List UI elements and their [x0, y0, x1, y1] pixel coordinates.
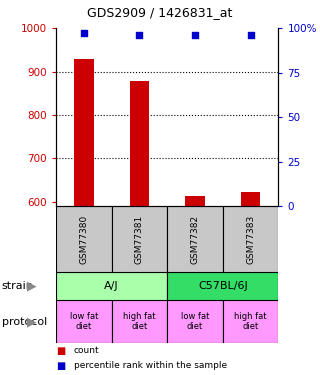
Text: count: count [74, 346, 99, 355]
Bar [167, 206, 223, 272]
Point [248, 32, 253, 38]
Text: strain: strain [2, 281, 34, 291]
Text: ■: ■ [56, 346, 65, 355]
Text: high fat
diet: high fat diet [123, 312, 156, 331]
Bar [241, 192, 260, 206]
Bar [56, 206, 112, 272]
Bar [112, 300, 167, 343]
Text: GSM77382: GSM77382 [190, 214, 199, 264]
Text: A/J: A/J [104, 281, 119, 291]
Bar [56, 300, 112, 343]
Text: high fat
diet: high fat diet [234, 312, 267, 331]
Bar [56, 272, 167, 300]
Bar [74, 58, 93, 206]
Bar [223, 300, 278, 343]
Text: ▶: ▶ [27, 315, 37, 328]
Point [81, 30, 86, 36]
Text: GSM77380: GSM77380 [79, 214, 88, 264]
Bar [130, 81, 149, 206]
Text: low fat
diet: low fat diet [181, 312, 209, 331]
Bar [167, 300, 223, 343]
Bar [167, 272, 278, 300]
Bar [223, 206, 278, 272]
Text: ▶: ▶ [27, 279, 37, 292]
Text: percentile rank within the sample: percentile rank within the sample [74, 361, 227, 370]
Point [192, 32, 197, 38]
Text: GSM77383: GSM77383 [246, 214, 255, 264]
Text: low fat
diet: low fat diet [70, 312, 98, 331]
Point [137, 32, 142, 38]
Bar [185, 196, 205, 206]
Text: protocol: protocol [2, 316, 47, 327]
Text: GDS2909 / 1426831_at: GDS2909 / 1426831_at [87, 6, 233, 19]
Text: ■: ■ [56, 361, 65, 370]
Text: C57BL/6J: C57BL/6J [198, 281, 248, 291]
Text: GSM77381: GSM77381 [135, 214, 144, 264]
Bar [112, 206, 167, 272]
